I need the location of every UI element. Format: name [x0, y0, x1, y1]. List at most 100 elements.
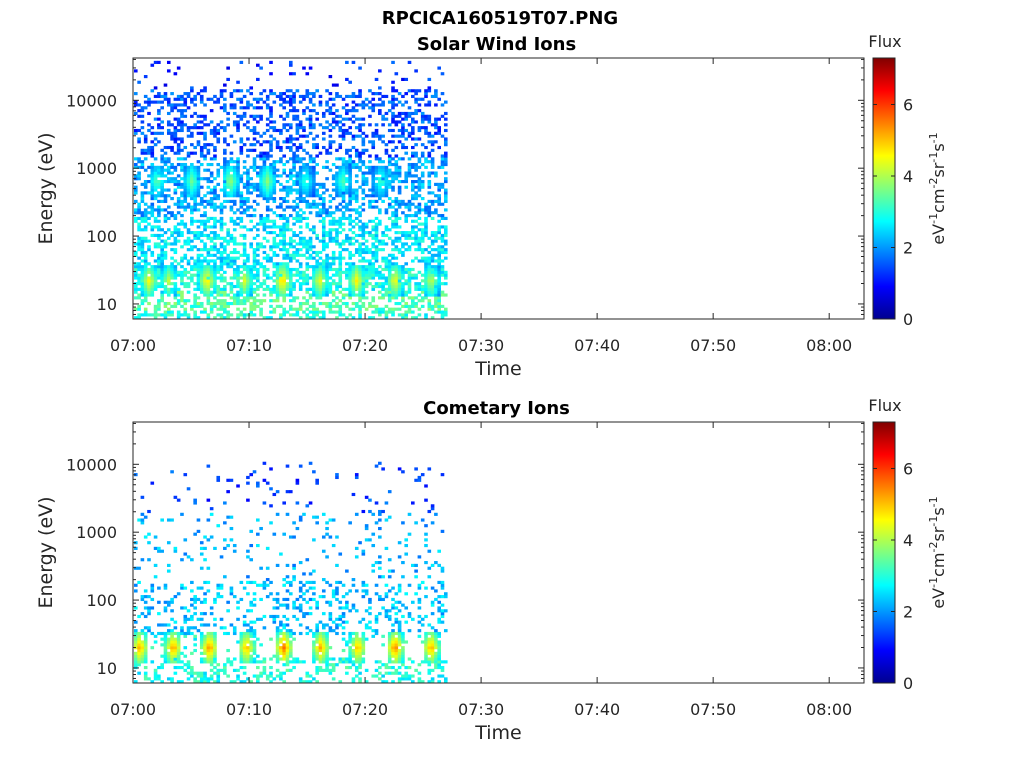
spectrogram-cell — [325, 231, 329, 235]
spectrogram-cell — [143, 185, 148, 189]
spectrogram-cell — [279, 248, 283, 252]
spectrogram-cell — [325, 120, 329, 124]
spectrogram-cell — [176, 157, 181, 161]
spectrogram-cell — [321, 199, 326, 203]
spectrogram-cell — [371, 304, 376, 308]
spectrogram-cell — [312, 202, 316, 206]
spectrogram-cell — [265, 276, 270, 280]
spectrogram-cell — [190, 191, 194, 195]
spectrogram-cell — [282, 245, 286, 249]
spectrogram-cell — [315, 236, 319, 240]
spectrogram-cell — [229, 151, 234, 155]
spectrogram-cell — [137, 174, 141, 178]
spectrogram-cell — [288, 640, 293, 644]
spectrogram-cell — [321, 131, 326, 135]
spectrogram-cell — [315, 265, 319, 269]
spectrogram-cell — [249, 603, 254, 607]
spectrogram-cell — [236, 126, 240, 130]
spectrogram-cell — [312, 188, 316, 192]
spectrogram-cell — [437, 97, 441, 101]
spectrogram-cell — [143, 626, 148, 630]
spectrogram-cell — [414, 165, 418, 169]
spectrogram-cell — [223, 174, 227, 178]
spectrogram-cell — [378, 137, 382, 141]
spectrogram-cell — [160, 262, 164, 266]
spectrogram-cell — [285, 623, 290, 627]
spectrogram-cell — [331, 111, 336, 116]
spectrogram-cell — [348, 657, 352, 661]
spectrogram-cell — [325, 214, 329, 218]
spectrogram-cell — [160, 148, 164, 152]
spectrogram-cell — [259, 265, 263, 269]
spectrogram-cell — [173, 631, 178, 636]
spectrogram-cell — [424, 225, 428, 229]
spectrogram-cell — [391, 134, 395, 138]
spectrogram-cell — [371, 194, 376, 198]
spectrogram-cell — [358, 117, 362, 121]
spectrogram-cell — [397, 140, 402, 144]
spectrogram-cell — [292, 307, 296, 311]
spectrogram-cell — [275, 660, 280, 664]
spectrogram-cell — [279, 623, 283, 627]
spectrogram-cell — [358, 103, 362, 107]
spectrogram-cell — [308, 174, 313, 178]
spectrogram-cell — [213, 262, 217, 266]
spectrogram-cell — [275, 490, 280, 494]
spectrogram-cell — [298, 248, 303, 252]
spectrogram-cell — [229, 174, 234, 178]
spectrogram-cell — [308, 131, 313, 135]
spectrogram-cell — [239, 580, 244, 585]
spectrogram-cell — [229, 250, 234, 255]
spectrogram-cell — [216, 265, 221, 269]
spectrogram-cell — [134, 111, 138, 116]
spectrogram-cell — [335, 239, 339, 243]
spectrogram-cell — [308, 66, 313, 70]
spectrogram-cell — [256, 532, 260, 536]
spectrogram-cell — [213, 216, 217, 221]
spectrogram-cell — [414, 185, 418, 189]
spectrogram-cell — [345, 620, 349, 624]
spectrogram-cell — [219, 583, 224, 587]
spectrogram-cell — [411, 182, 415, 186]
spectrogram-cell — [298, 276, 303, 280]
spectrogram-cell — [285, 160, 290, 164]
spectrogram-cell — [153, 284, 158, 289]
spectrogram-cell — [371, 171, 376, 175]
spectrogram-cell — [391, 140, 395, 144]
spectrogram-cell — [279, 316, 283, 320]
spectrogram-cell — [147, 301, 151, 306]
spectrogram-cell — [378, 197, 382, 201]
spectrogram-cell — [401, 284, 405, 289]
spectrogram-cell — [279, 603, 283, 607]
spectrogram-cell — [183, 174, 188, 178]
spectrogram-cell — [358, 160, 362, 164]
spectrogram-cell — [190, 182, 194, 186]
spectrogram-cell — [292, 117, 296, 121]
spectrogram-cell — [417, 248, 422, 252]
spectrogram-cell — [196, 114, 201, 118]
spectrogram-cell — [354, 194, 359, 198]
spectrogram-cell — [420, 171, 425, 175]
spectrogram-cell — [407, 276, 412, 280]
spectrogram-cell — [216, 131, 221, 135]
spectrogram-cell — [358, 123, 362, 127]
spectrogram-cell — [411, 128, 415, 133]
spectrogram-cell — [163, 276, 168, 280]
spectrogram-cell — [249, 680, 254, 684]
spectrogram-cell — [157, 623, 161, 627]
spectrogram-cell — [394, 202, 399, 206]
spectrogram-cell — [424, 205, 428, 209]
spectrogram-cell — [295, 259, 300, 263]
spectrogram-cell — [341, 660, 346, 664]
spectrogram-cell — [401, 199, 405, 203]
spectrogram-cell — [411, 259, 415, 263]
spectrogram-cell — [420, 248, 425, 252]
spectrogram-cell — [160, 637, 164, 641]
spectrogram-cell — [232, 228, 237, 232]
spectrogram-cell — [404, 77, 409, 81]
spectrogram-cell — [288, 126, 293, 130]
spectrogram-cell — [279, 674, 283, 678]
spectrogram-cell — [232, 680, 237, 684]
spectrogram-cell — [160, 259, 164, 263]
